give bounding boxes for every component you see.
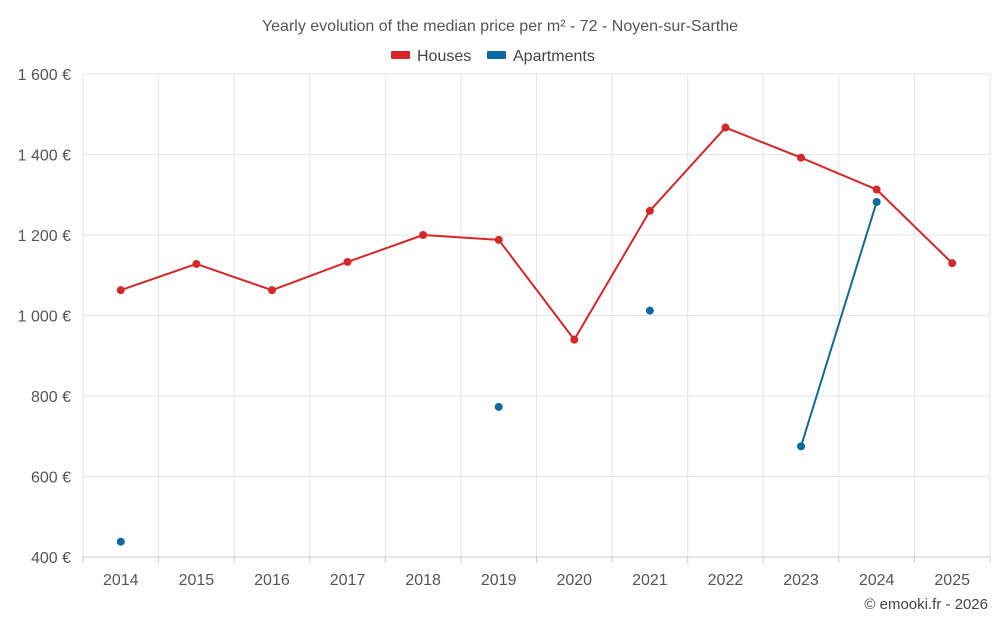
- x-tick-label: 2016: [254, 572, 290, 589]
- x-tick-label: 2024: [859, 572, 895, 589]
- data-point-houses[interactable]: [797, 153, 806, 162]
- x-tick-label: 2022: [708, 572, 744, 589]
- data-point-houses[interactable]: [948, 259, 957, 268]
- data-point-houses[interactable]: [267, 286, 276, 295]
- legend-swatch-apartments: [487, 51, 506, 59]
- x-axis: 2014 2015 2016 2017 2018 2019 2020 2021 2022 2023…: [82, 556, 991, 589]
- y-tick-label: 400 €: [31, 550, 71, 567]
- x-tick-label: 2025: [934, 572, 970, 589]
- data-point-houses[interactable]: [419, 231, 428, 239]
- x-tick-label: 2014: [103, 572, 139, 589]
- x-tick-label: 2017: [330, 572, 366, 589]
- x-tick-label: 2020: [556, 572, 592, 589]
- data-point-houses[interactable]: [192, 259, 201, 268]
- y-axis: 400 € 600 € 800 € 1 000 € 1 200 € 1 400 € 1 60…: [18, 67, 71, 567]
- x-tick-label: 2015: [179, 572, 215, 589]
- data-point-apartments[interactable]: [116, 537, 125, 546]
- y-tick-label: 1 600 €: [18, 67, 71, 84]
- series-apartments: [116, 197, 881, 546]
- y-tick-label: 800 €: [31, 389, 71, 406]
- y-tick-label: 1 000 €: [18, 309, 71, 326]
- x-tick-label: 2019: [481, 572, 517, 589]
- y-tick-label: 600 €: [31, 470, 71, 487]
- data-point-apartments[interactable]: [494, 402, 503, 411]
- legend: Houses Apartments: [391, 48, 595, 65]
- legend-item-houses[interactable]: Houses: [391, 48, 471, 65]
- x-tick-label: 2018: [405, 572, 441, 589]
- legend-item-apartments[interactable]: Apartments: [487, 48, 595, 65]
- data-point-apartments[interactable]: [645, 306, 654, 315]
- data-point-houses[interactable]: [872, 185, 881, 194]
- data-point-houses[interactable]: [721, 123, 730, 132]
- legend-swatch-houses: [391, 51, 410, 59]
- credit-text: © emooki.fr - 2026: [864, 596, 988, 613]
- data-point-apartments[interactable]: [797, 442, 806, 451]
- data-point-houses[interactable]: [494, 235, 503, 244]
- data-point-houses[interactable]: [645, 206, 654, 215]
- series-houses: [116, 123, 957, 344]
- chart-title: Yearly evolution of the median price per…: [262, 18, 738, 35]
- y-tick-label: 1 400 €: [18, 148, 71, 165]
- data-point-apartments[interactable]: [872, 197, 881, 206]
- series-line-houses: [120, 126, 953, 341]
- legend-label-apartments: Apartments: [513, 48, 595, 65]
- y-tick-label: 1 200 €: [18, 228, 71, 245]
- grid: [82, 73, 991, 557]
- x-tick-label: 2021: [632, 572, 668, 589]
- plot-area: [116, 123, 957, 546]
- series-line-apartments: [800, 201, 878, 447]
- data-point-houses[interactable]: [343, 257, 352, 266]
- data-point-houses[interactable]: [570, 335, 579, 344]
- legend-label-houses: Houses: [417, 48, 471, 65]
- x-tick-label: 2023: [783, 572, 819, 589]
- data-point-houses[interactable]: [116, 286, 125, 295]
